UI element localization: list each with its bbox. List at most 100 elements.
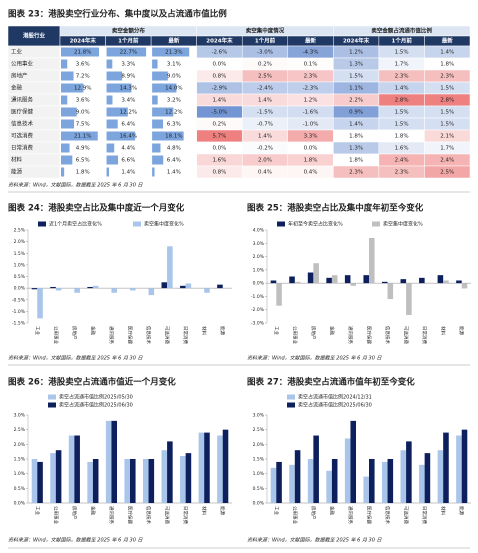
bar bbox=[50, 453, 56, 503]
bar bbox=[387, 459, 394, 503]
bar bbox=[50, 286, 56, 289]
x-tick-label: 工业 bbox=[34, 326, 41, 335]
table-value: 0.0% bbox=[304, 146, 318, 152]
bar bbox=[161, 450, 168, 503]
bar bbox=[31, 288, 38, 290]
table-value: 12.2% bbox=[165, 110, 182, 116]
bar bbox=[124, 459, 130, 503]
bar bbox=[204, 432, 210, 503]
table-value: -0.7% bbox=[257, 122, 273, 128]
x-tick-label: 能源 bbox=[458, 506, 465, 515]
x-tick-label: 工业 bbox=[273, 326, 280, 335]
x-tick-label: 信息技术 bbox=[145, 506, 152, 524]
bar bbox=[400, 279, 407, 284]
table-value: 0.0% bbox=[212, 146, 226, 152]
sub-header: 2024年末 bbox=[206, 37, 233, 45]
data-bar bbox=[61, 131, 98, 141]
table-value: 14.3% bbox=[120, 86, 137, 92]
table-value: 6.5% bbox=[76, 158, 90, 164]
sub-header: 1个月前 bbox=[255, 37, 276, 45]
bar bbox=[167, 246, 173, 289]
data-bar bbox=[61, 83, 84, 93]
table-value: 1.8% bbox=[349, 134, 363, 140]
table-value: 2.5% bbox=[440, 170, 454, 176]
legend-swatch bbox=[287, 402, 295, 408]
table-value: 4.9% bbox=[76, 146, 90, 152]
legend-swatch bbox=[277, 221, 285, 227]
table-value: 2.3% bbox=[349, 170, 363, 176]
bar bbox=[369, 459, 375, 503]
bar bbox=[289, 276, 295, 284]
y-tick-label: 1.0% bbox=[253, 267, 265, 273]
bar bbox=[313, 263, 319, 284]
y-tick-label: 2.5% bbox=[14, 228, 26, 234]
x-tick-label: 通讯服务 bbox=[347, 326, 354, 344]
sub-header: 最新 bbox=[168, 37, 180, 45]
x-tick-label: 金融 bbox=[328, 506, 335, 515]
table-value: 6.3% bbox=[167, 122, 181, 128]
x-tick-label: 医疗保健 bbox=[366, 326, 373, 344]
table-value: 0.8% bbox=[212, 74, 226, 80]
x-tick-label: 材料 bbox=[201, 506, 208, 515]
bar bbox=[406, 441, 412, 503]
bar bbox=[222, 429, 229, 503]
x-tick-label: 金融 bbox=[89, 506, 96, 515]
table-value: 1.5% bbox=[440, 86, 454, 92]
table-value: 1.8% bbox=[76, 170, 90, 176]
bar bbox=[87, 461, 93, 503]
x-tick-label: 公用事业 bbox=[291, 506, 298, 524]
table-value: 6.4% bbox=[121, 122, 135, 128]
bar bbox=[350, 283, 357, 286]
table-value: 9.0% bbox=[167, 74, 181, 80]
bar bbox=[37, 288, 43, 319]
row-header: 港股行业 bbox=[23, 32, 46, 40]
x-tick-label: 可选消费 bbox=[403, 326, 410, 344]
table-value: -3.0% bbox=[257, 50, 273, 56]
table-value: 1.2% bbox=[349, 50, 363, 56]
bar bbox=[55, 288, 62, 291]
table-value: 1.3% bbox=[349, 146, 363, 152]
row-label: 公用事业 bbox=[11, 60, 34, 68]
data-bar bbox=[106, 155, 119, 165]
bar bbox=[307, 459, 314, 503]
bar bbox=[331, 459, 338, 503]
table-value: -2.6% bbox=[211, 50, 227, 56]
table-value: 18.1% bbox=[165, 134, 182, 140]
data-bar bbox=[106, 59, 113, 69]
bar bbox=[105, 420, 112, 503]
table-value: 1.4% bbox=[395, 86, 409, 92]
bar bbox=[456, 280, 462, 284]
data-bar bbox=[152, 155, 164, 165]
y-tick-label: 1.5% bbox=[253, 457, 265, 463]
table-value: 6.4% bbox=[167, 158, 181, 164]
bar bbox=[294, 281, 301, 284]
sub-header: 最新 bbox=[442, 37, 454, 45]
legend-swatch bbox=[48, 402, 56, 408]
table-value: -5.0% bbox=[211, 110, 227, 116]
data-bar bbox=[106, 47, 147, 57]
bar bbox=[331, 275, 338, 284]
x-tick-label: 通讯服务 bbox=[108, 326, 115, 344]
x-tick-label: 可选消费 bbox=[164, 326, 171, 344]
chart-title: 图表 26：港股卖空占流通市值近一个月变化 bbox=[8, 377, 176, 388]
x-tick-label: 医疗保健 bbox=[127, 506, 134, 524]
legend-swatch bbox=[372, 221, 380, 227]
y-tick-label: 2.0% bbox=[14, 239, 26, 245]
table-value: 2.5% bbox=[258, 74, 272, 80]
table-value: 1.4% bbox=[258, 98, 272, 104]
table-value: 2.8% bbox=[395, 98, 409, 104]
chart-title: 图表 25：港股卖空占比及集中度年初至今变化 bbox=[247, 203, 424, 214]
y-tick-label: 0.5% bbox=[253, 486, 265, 492]
data-bar bbox=[152, 47, 190, 57]
table-value: -2.9% bbox=[211, 86, 227, 92]
bar bbox=[443, 280, 449, 284]
table-value: 2.3% bbox=[395, 74, 409, 80]
table-value: 6.6% bbox=[121, 158, 135, 164]
x-tick-label: 日常消费 bbox=[421, 506, 428, 524]
x-tick-label: 医疗保健 bbox=[127, 326, 134, 344]
data-bar bbox=[106, 131, 136, 141]
table-value: 1.4% bbox=[167, 170, 181, 176]
x-tick-label: 工业 bbox=[273, 506, 280, 515]
x-tick-label: 房地产 bbox=[310, 506, 317, 520]
table-value: 14.0% bbox=[165, 86, 182, 92]
